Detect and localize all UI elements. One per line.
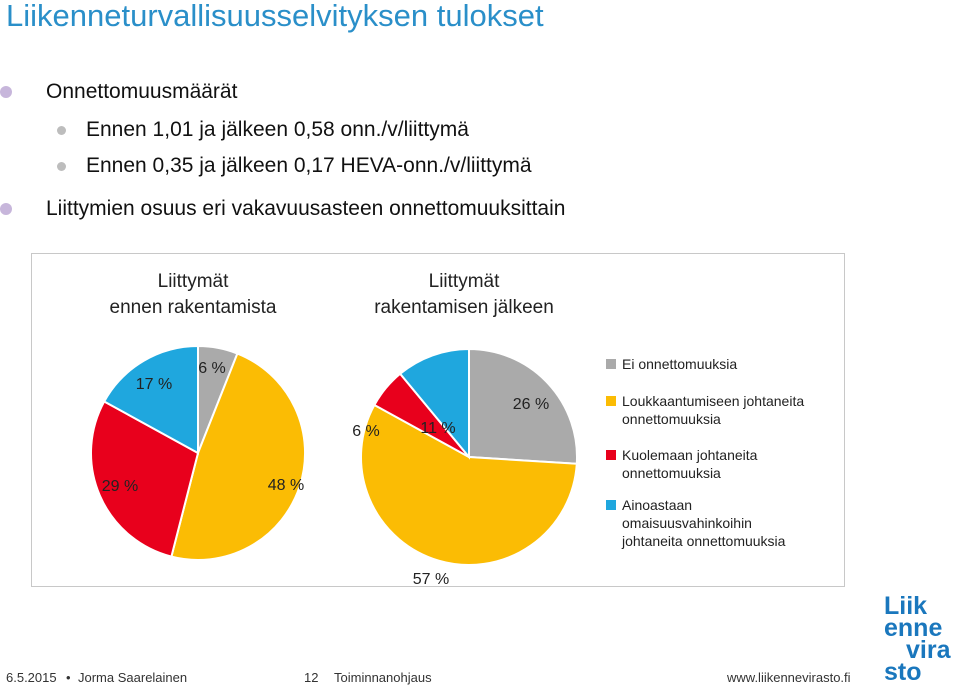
pie-title-line: rakentamisen jälkeen <box>374 297 554 318</box>
legend-swatch <box>606 450 616 460</box>
legend-label: omaisuusvahinkoihin <box>622 515 752 531</box>
pie-slice <box>102 344 199 455</box>
legend-label: onnettomuuksia <box>622 465 721 481</box>
pie-title-line: Liittymät <box>158 271 229 292</box>
bullet-accident-counts: Onnettomuusmäärät <box>0 80 238 104</box>
bullet-text: Ennen 1,01 ja jälkeen 0,58 onn./v/liitty… <box>86 118 469 141</box>
slide-title: Liikenneturvallisuusselvityksen tulokset <box>6 0 544 33</box>
pie-slice-label: 57 % <box>413 571 449 586</box>
legend-label: onnettomuuksia <box>622 411 721 427</box>
legend-swatch <box>606 500 616 510</box>
bullet-dot-icon <box>0 86 12 98</box>
legend-label: Loukkaantumiseen johtaneita <box>622 393 804 409</box>
pie-slice <box>398 347 470 460</box>
pie-slice <box>90 400 200 558</box>
sub-bullet-heva: Ennen 0,35 ja jälkeen 0,17 HEVA-onn./v/l… <box>57 154 532 178</box>
pie-slice-label: 11 % <box>420 420 455 437</box>
footer-website: www.liikennevirasto.fi <box>727 670 851 685</box>
footer-date: 6.5.2015 <box>6 670 57 685</box>
legend-swatch <box>606 359 616 369</box>
pie-slice <box>170 352 307 562</box>
legend-label: Ei onnettomuuksia <box>622 356 737 372</box>
footer-page-number: 12 <box>304 670 319 685</box>
legend-label: Kuolemaan johtaneita <box>622 447 758 463</box>
footer-separator: • <box>66 670 71 685</box>
sub-bullet-accidents: Ennen 1,01 ja jälkeen 0,58 onn./v/liitty… <box>57 118 469 142</box>
legend-swatch <box>606 396 616 406</box>
logo-text-line: sto <box>884 658 922 686</box>
footer-department: Toiminnanohjaus <box>334 670 432 685</box>
bullet-text: Ennen 0,35 ja jälkeen 0,17 HEVA-onn./v/l… <box>86 154 532 177</box>
pie-slice-label: 48 % <box>268 477 304 494</box>
pie-slice-label: 17 % <box>136 376 172 393</box>
pie-slice-label: 26 % <box>513 396 549 413</box>
pie-slice <box>360 403 578 566</box>
pie-slice-label: 29 % <box>102 478 138 495</box>
pie-slice-label: 6 % <box>352 423 380 440</box>
bullet-share-by-severity: Liittymien osuus eri vakavuusasteen onne… <box>0 197 566 221</box>
pie-charts: Liittymät ennen rakentamista 6 % 48 % 29 % 17… <box>90 271 804 588</box>
footer-author: Jorma Saarelainen <box>78 670 188 685</box>
chart-panel: Liittymät ennen rakentamista 6 % 48 % 29 % 17… <box>31 253 845 588</box>
logo-text-line: vira <box>906 636 952 664</box>
bullet-text: Onnettomuusmäärät <box>46 80 238 103</box>
legend-label: Ainoastaan <box>622 497 692 513</box>
bullet-text: Liittymien osuus eri vakavuusasteen onne… <box>46 197 566 220</box>
pie-slice-label: 6 % <box>198 360 226 377</box>
bullet-dot-icon <box>57 126 66 135</box>
pie-title-line: Liittymät <box>429 271 500 292</box>
legend-label: johtaneita onnettomuuksia <box>621 533 786 549</box>
logo-text-line: enne <box>884 614 942 642</box>
logo-text-line: Liik <box>884 594 927 620</box>
bullet-dot-icon <box>0 203 12 215</box>
pie-slice <box>468 347 578 465</box>
pie-title-line: ennen rakentamista <box>110 297 277 318</box>
bullet-dot-icon <box>57 162 66 171</box>
